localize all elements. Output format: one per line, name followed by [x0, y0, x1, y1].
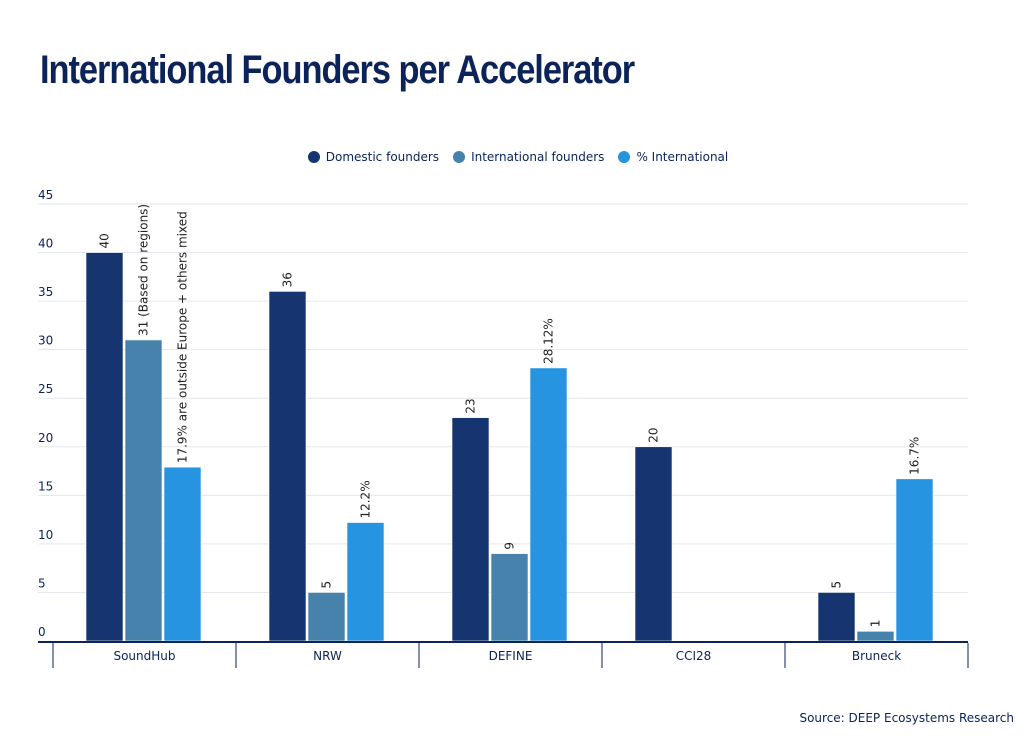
- x-tick-label: NRW: [313, 649, 342, 663]
- y-tick-label: 25: [38, 382, 53, 396]
- y-tick-label: 5: [38, 576, 46, 590]
- source-note: Source: DEEP Ecosystems Research: [799, 711, 1014, 725]
- data-label: 1: [869, 620, 883, 628]
- y-tick-label: 45: [38, 188, 53, 202]
- bar-domestic-founders-define[interactable]: [451, 417, 490, 642]
- y-tick-label: 20: [38, 431, 53, 445]
- bar-domestic-founders-cci28[interactable]: [634, 446, 673, 642]
- y-axis: 0 5 10 15 20 25 30 35 40 45: [38, 188, 53, 639]
- bar--international-define[interactable]: [529, 367, 568, 642]
- data-label: 36: [281, 272, 295, 287]
- chart-title: International Founders per Accelerator: [40, 48, 635, 92]
- legend-item-percent-international[interactable]: % International: [618, 150, 728, 164]
- y-tick-label: 35: [38, 285, 53, 299]
- y-tick-label: 40: [38, 237, 53, 251]
- x-tick-label: SoundHub: [113, 649, 175, 663]
- data-label: 9: [503, 542, 517, 550]
- y-tick-label: 0: [38, 625, 46, 639]
- x-tick-label: DEFINE: [489, 649, 533, 663]
- legend-dot-icon: [618, 151, 631, 163]
- legend-dot-icon: [307, 151, 320, 163]
- data-label: 5: [830, 581, 844, 589]
- x-axis: SoundHub NRW DEFINE CCI28 Bruneck: [38, 641, 969, 668]
- legend: Domestic founders International founders…: [0, 150, 1036, 164]
- data-label: 23: [464, 398, 478, 413]
- data-label: 31 (Based on regions): [137, 204, 151, 336]
- bar-domestic-founders-nrw[interactable]: [268, 291, 307, 642]
- data-label: 17.9% are outside Europe + others mixed: [176, 211, 190, 463]
- bar--international-soundhub[interactable]: [163, 466, 202, 642]
- legend-label: International founders: [471, 150, 605, 164]
- bar-international-founders-define[interactable]: [490, 553, 529, 642]
- data-label: 28.12%: [542, 318, 556, 364]
- legend-item-international[interactable]: International founders: [453, 150, 604, 164]
- data-label: 20: [647, 427, 661, 442]
- legend-label: % International: [636, 150, 729, 164]
- bar-international-founders-nrw[interactable]: [307, 592, 346, 642]
- data-label: 40: [98, 233, 112, 248]
- bar--international-bruneck[interactable]: [895, 478, 934, 642]
- bar-international-founders-soundhub[interactable]: [124, 339, 163, 642]
- y-tick-label: 30: [38, 334, 53, 348]
- legend-item-domestic[interactable]: Domestic founders: [307, 150, 440, 164]
- bar-domestic-founders-bruneck[interactable]: [817, 592, 856, 642]
- data-labels: 40 31 (Based on regions) 17.9% are outside…: [98, 204, 922, 627]
- data-label: 5: [320, 581, 334, 589]
- data-label: 12.2%: [359, 480, 373, 518]
- bars: [85, 252, 934, 642]
- x-tick-label: CCI28: [676, 649, 712, 663]
- legend-label: Domestic founders: [325, 150, 440, 164]
- x-tick-label: Bruneck: [852, 649, 901, 663]
- y-tick-label: 15: [38, 479, 53, 493]
- y-tick-label: 10: [38, 528, 53, 542]
- data-label: 16.7%: [908, 437, 922, 475]
- bar-international-founders-bruneck[interactable]: [856, 630, 895, 642]
- legend-dot-icon: [453, 151, 466, 163]
- bar--international-nrw[interactable]: [346, 522, 385, 642]
- bar-domestic-founders-soundhub[interactable]: [85, 252, 124, 642]
